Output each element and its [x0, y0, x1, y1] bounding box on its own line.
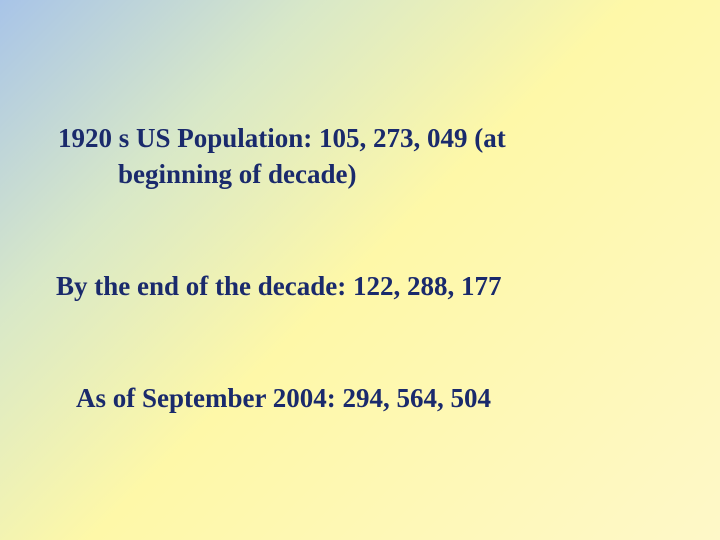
- line1-text-b: beginning of decade): [58, 156, 678, 192]
- population-2004: As of September 2004: 294, 564, 504: [76, 380, 491, 416]
- population-1920s-end: By the end of the decade: 122, 288, 177: [56, 268, 501, 304]
- line1-text-a: 1920 s US Population: 105, 273, 049 (at: [58, 123, 506, 153]
- population-1920s-start: 1920 s US Population: 105, 273, 049 (at …: [58, 120, 678, 193]
- slide: 1920 s US Population: 105, 273, 049 (at …: [0, 0, 720, 540]
